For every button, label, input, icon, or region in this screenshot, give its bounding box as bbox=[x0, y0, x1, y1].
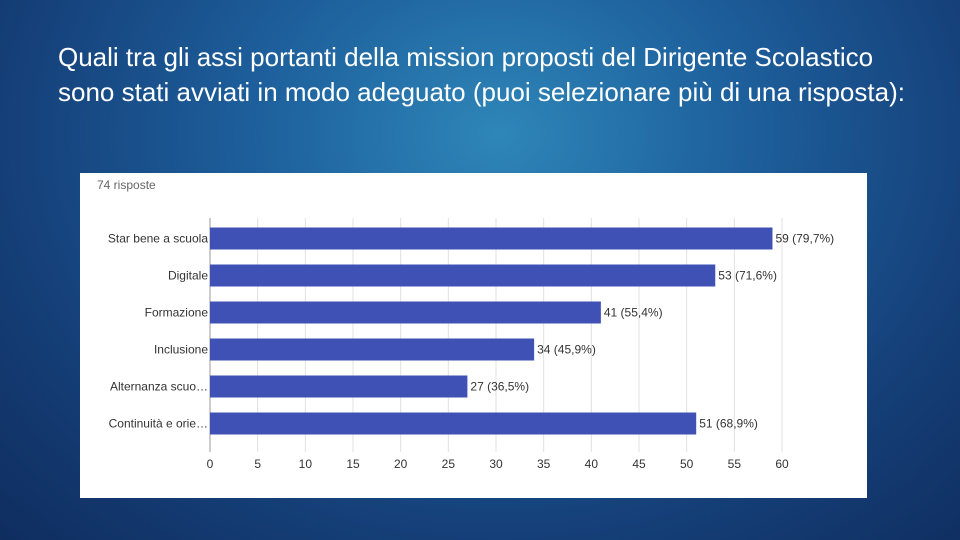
x-tick-label: 50 bbox=[680, 457, 694, 471]
category-label: Inclusione bbox=[154, 343, 208, 357]
slide-title: Quali tra gli assi portanti della missio… bbox=[58, 42, 905, 107]
x-tick-label: 35 bbox=[537, 457, 551, 471]
category-label: Star bene a scuola bbox=[108, 232, 208, 246]
x-tick-label: 15 bbox=[346, 457, 360, 471]
x-tick-label: 30 bbox=[489, 457, 503, 471]
data-label: 41 (55,4%) bbox=[604, 306, 663, 320]
x-tick-label: 40 bbox=[585, 457, 599, 471]
x-tick-label: 55 bbox=[728, 457, 742, 471]
bar bbox=[210, 264, 716, 287]
x-tick-label: 10 bbox=[299, 457, 313, 471]
responses-count: 74 risposte bbox=[97, 178, 156, 192]
bar bbox=[210, 338, 535, 361]
data-label: 59 (79,7%) bbox=[775, 232, 834, 246]
data-label: 34 (45,9%) bbox=[537, 343, 596, 357]
chart-card: 74 risposte 0 5 10 15 20 25 30 35 40 45 50 55 60 Star… bbox=[80, 173, 867, 498]
data-label: 51 (68,9%) bbox=[699, 417, 758, 431]
bar bbox=[210, 375, 468, 398]
x-tick-label: 0 bbox=[207, 457, 214, 471]
x-tick-label: 20 bbox=[394, 457, 408, 471]
data-label: 53 (71,6%) bbox=[718, 269, 777, 283]
data-label: 27 (36,5%) bbox=[470, 380, 529, 394]
x-tick-label: 5 bbox=[254, 457, 261, 471]
bar bbox=[210, 301, 601, 324]
bar-chart: 0 5 10 15 20 25 30 35 40 45 50 55 60 Star bene a scuo… bbox=[108, 218, 834, 471]
category-label: Continuità e orie… bbox=[109, 417, 208, 431]
x-tick-label: 60 bbox=[775, 457, 789, 471]
bar bbox=[210, 412, 697, 435]
bar bbox=[210, 227, 773, 250]
x-tick-label: 25 bbox=[442, 457, 456, 471]
category-label: Formazione bbox=[145, 306, 209, 320]
category-label: Digitale bbox=[168, 269, 208, 283]
category-label: Alternanza scuo… bbox=[110, 380, 208, 394]
x-tick-label: 45 bbox=[632, 457, 646, 471]
